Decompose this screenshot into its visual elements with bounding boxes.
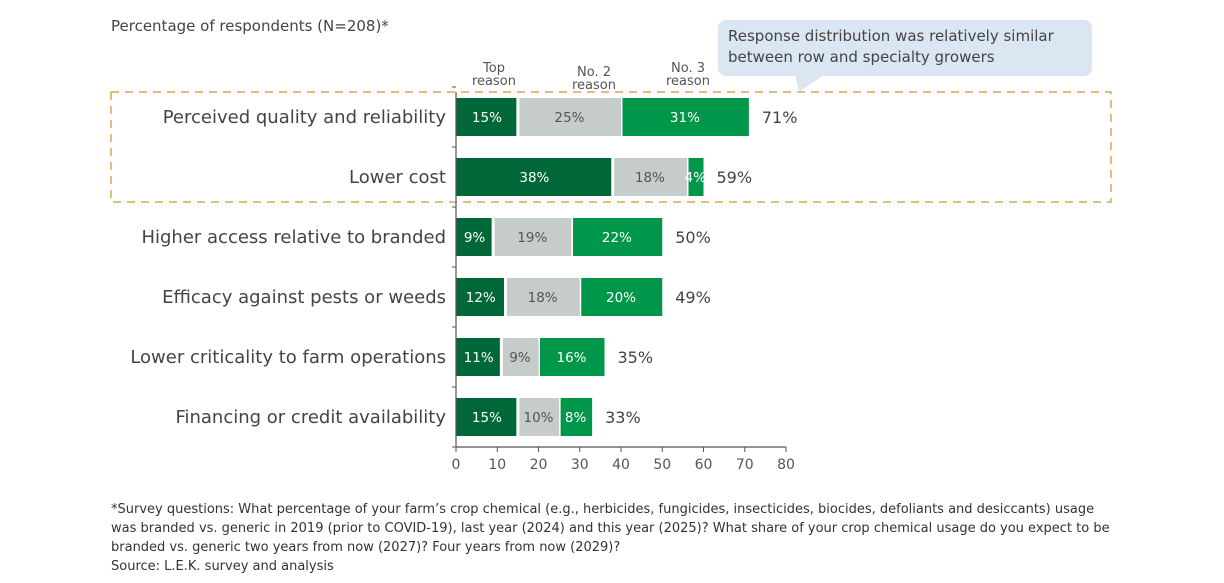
x-tick-label: 60 bbox=[695, 457, 713, 473]
data-label: 11% bbox=[464, 350, 494, 366]
data-label: 4% bbox=[685, 170, 707, 186]
bar-segment bbox=[519, 98, 621, 136]
x-tick-label: 30 bbox=[571, 457, 589, 473]
data-label: 22% bbox=[602, 230, 632, 246]
data-label: 18% bbox=[528, 290, 558, 306]
data-label: 15% bbox=[472, 110, 502, 126]
footnote: *Survey questions: What percentage of yo… bbox=[111, 502, 1110, 555]
data-label: 18% bbox=[635, 170, 665, 186]
bar-segment bbox=[519, 398, 560, 436]
bar-segment bbox=[456, 98, 517, 136]
bar-segment bbox=[688, 158, 704, 196]
total-label: 71% bbox=[762, 108, 798, 127]
legend-label-line1: No. 3 bbox=[671, 61, 705, 76]
category-label: Lower criticality to farm operations bbox=[130, 347, 446, 368]
highlight-box bbox=[110, 91, 1112, 203]
total-label: 49% bbox=[675, 288, 711, 307]
data-label: 8% bbox=[565, 410, 587, 426]
source: Source: L.E.K. survey and analysis bbox=[111, 559, 334, 574]
legend-label-line2: reason bbox=[572, 78, 616, 93]
bar-segment bbox=[456, 218, 492, 256]
data-label: 16% bbox=[556, 350, 586, 366]
bar-segment bbox=[573, 218, 663, 256]
category-label: Efficacy against pests or weeds bbox=[162, 287, 446, 308]
bar-segment bbox=[456, 158, 612, 196]
total-label: 59% bbox=[717, 168, 753, 187]
x-tick-label: 20 bbox=[530, 457, 548, 473]
total-label: 33% bbox=[605, 408, 641, 427]
legend-label-line2: reason bbox=[666, 74, 710, 89]
bar-segment bbox=[614, 158, 687, 196]
data-label: 12% bbox=[466, 290, 496, 306]
x-tick-label: 70 bbox=[736, 457, 754, 473]
callout-annotation: Response distribution was relatively sim… bbox=[718, 20, 1092, 76]
data-label: 38% bbox=[519, 170, 549, 186]
footnotes: *Survey questions: What percentage of yo… bbox=[111, 500, 1121, 576]
data-label: 9% bbox=[509, 350, 531, 366]
chart-subtitle: Percentage of respondents (N=208)* bbox=[111, 17, 389, 35]
data-label: 10% bbox=[523, 410, 553, 426]
category-label: Higher access relative to branded bbox=[141, 227, 446, 248]
bar-segment bbox=[456, 398, 517, 436]
bar-segment bbox=[581, 278, 663, 316]
bar-segment bbox=[456, 278, 504, 316]
bar-segment bbox=[507, 278, 580, 316]
data-label: 25% bbox=[554, 110, 584, 126]
bar-segment bbox=[560, 398, 593, 436]
x-tick-label: 80 bbox=[777, 457, 795, 473]
legend-label-line1: Top bbox=[482, 61, 505, 76]
x-tick-label: 50 bbox=[653, 457, 671, 473]
data-label: 9% bbox=[464, 230, 486, 246]
x-tick-label: 10 bbox=[488, 457, 506, 473]
data-label: 31% bbox=[670, 110, 700, 126]
bar-segment bbox=[540, 338, 605, 376]
legend-label-line2: reason bbox=[472, 74, 516, 89]
bar-segment bbox=[622, 98, 749, 136]
x-tick-label: 40 bbox=[612, 457, 630, 473]
bar-segment bbox=[456, 338, 500, 376]
total-label: 50% bbox=[675, 228, 711, 247]
bar-segment bbox=[502, 338, 539, 376]
category-label: Perceived quality and reliability bbox=[163, 107, 447, 128]
legend-label-line1: No. 2 bbox=[577, 65, 611, 80]
category-label: Lower cost bbox=[349, 167, 446, 188]
x-tick-label: 0 bbox=[452, 457, 461, 473]
data-label: 20% bbox=[606, 290, 636, 306]
data-label: 15% bbox=[472, 410, 502, 426]
data-label: 19% bbox=[517, 230, 547, 246]
category-label: Financing or credit availability bbox=[175, 407, 446, 428]
bar-segment bbox=[494, 218, 572, 256]
total-label: 35% bbox=[618, 348, 654, 367]
